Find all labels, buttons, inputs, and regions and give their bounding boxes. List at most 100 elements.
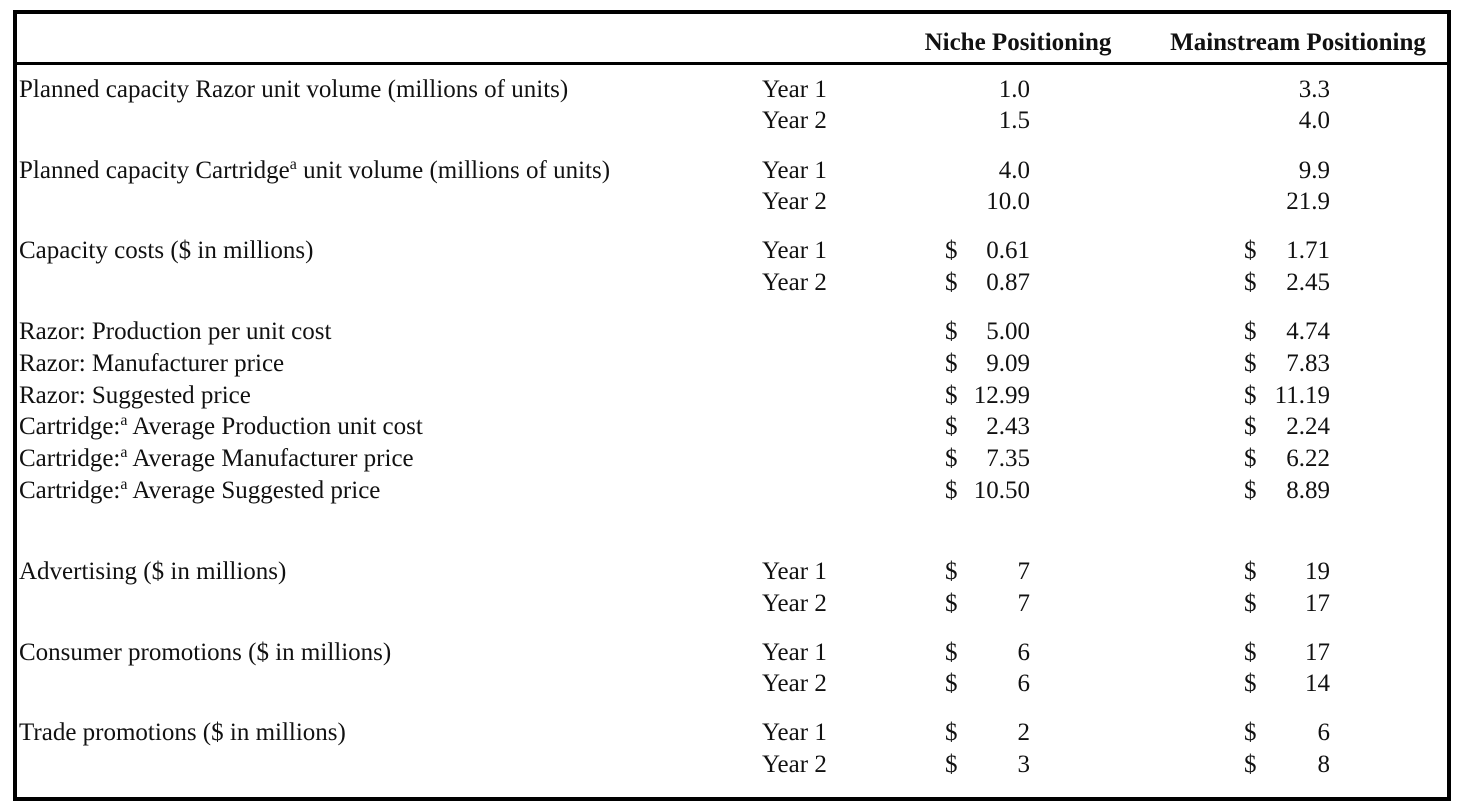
currency: $ [945,350,958,377]
row-label: Razor: Manufacturer price [19,349,284,379]
amount: 6 [1317,719,1331,746]
currency: $ [1244,269,1257,296]
amount: 1.5 [998,107,1030,134]
row-label: Trade promotions ($ in millions) [19,718,346,748]
amount: 19 [1305,558,1330,585]
amount: 17 [1305,590,1330,617]
table-border [13,10,1451,801]
amount: 8 [1317,751,1331,778]
amount: 9.09 [986,350,1030,377]
footnote-mark: a [120,412,128,429]
currency: $ [1244,413,1257,440]
amount: 8.89 [1286,477,1330,504]
label-text: Consumer promotions ($ in millions) [19,639,392,666]
label-text: Planned capacity Razor unit volume (mill… [19,76,569,103]
row-label: Advertising ($ in millions) [19,557,286,587]
row-label: Planned capacity Cartridgea unit volume … [19,156,610,186]
row-label: Razor: Production per unit cost [19,317,331,347]
currency: $ [1244,639,1257,666]
currency: $ [1244,751,1257,778]
currency: $ [945,558,958,585]
row-label: Cartridge:a Average Suggested price [19,476,380,506]
amount: 4.0 [998,157,1030,184]
amount: 12.99 [973,382,1030,409]
label-text: Razor: Production per unit cost [19,318,332,345]
amount: 4.0 [1298,107,1330,134]
currency: $ [945,237,958,264]
amount: 14 [1305,670,1330,697]
period: Year 1 [762,76,827,103]
amount: 0.87 [986,269,1030,296]
row-label: Cartridge:a Average Production unit cost [19,412,423,442]
footnote-mark: a [289,156,297,173]
amount: 6 [1017,639,1031,666]
amount: 5.00 [986,318,1030,345]
amount: 6 [1017,670,1031,697]
label-text: Razor: Manufacturer price [19,350,285,377]
row-label: Cartridge:a Average Manufacturer price [19,444,414,474]
currency: $ [945,269,958,296]
period: Year 2 [762,188,827,215]
header-rule [15,62,1447,65]
currency: $ [1244,719,1257,746]
period: Year 2 [762,670,827,697]
currency: $ [945,445,958,472]
amount: 0.61 [986,237,1030,264]
currency: $ [1244,237,1257,264]
label-text: Razor: Suggested price [19,382,251,409]
amount: 11.19 [1274,382,1330,409]
currency: $ [1244,318,1257,345]
currency: $ [945,477,958,504]
row-label: Capacity costs ($ in millions) [19,236,313,266]
currency: $ [1244,477,1257,504]
column-header: Niche Positioning [924,29,1112,56]
amount: 1.0 [998,76,1030,103]
row-label: Razor: Suggested price [19,381,251,411]
amount: 7.83 [1286,350,1330,377]
amount: 7 [1017,590,1031,617]
period: Year 1 [762,237,827,264]
period: Year 1 [762,558,827,585]
row-label: Consumer promotions ($ in millions) [19,638,391,668]
amount: 6.22 [1286,445,1330,472]
label-text: Trade promotions ($ in millions) [19,719,346,746]
label-text: Planned capacity Cartridge [19,157,290,184]
currency: $ [945,670,958,697]
amount: 3.3 [1298,76,1330,103]
period: Year 2 [762,751,827,778]
amount: 21.9 [1286,188,1330,215]
label-text: Cartridge: [19,413,121,440]
currency: $ [1244,558,1257,585]
currency: $ [945,751,958,778]
currency: $ [945,382,958,409]
amount: 10.50 [973,477,1030,504]
label-text: Cartridge: [19,445,121,472]
period: Year 2 [762,269,827,296]
amount: 17 [1305,639,1330,666]
label-text: Advertising ($ in millions) [19,558,287,585]
period: Year 1 [762,639,827,666]
currency: $ [945,318,958,345]
currency: $ [1244,350,1257,377]
amount: 10.0 [986,188,1030,215]
period: Year 2 [762,590,827,617]
footnote-mark: a [120,476,128,493]
amount: 3 [1017,751,1031,778]
amount: 7.35 [986,445,1030,472]
amount: 9.9 [1298,157,1330,184]
currency: $ [1244,670,1257,697]
footnote-mark: a [120,444,128,461]
currency: $ [1244,382,1257,409]
label-text: Cartridge: [19,477,121,504]
column-header: Mainstream Positioning [1170,29,1426,56]
period: Year 1 [762,719,827,746]
amount: 2.43 [986,413,1030,440]
period: Year 1 [762,157,827,184]
currency: $ [945,413,958,440]
label-text: Average Production unit cost [127,413,423,440]
amount: 2 [1017,719,1031,746]
amount: 2.24 [1286,413,1330,440]
amount: 7 [1017,558,1031,585]
row-label: Planned capacity Razor unit volume (mill… [19,75,568,105]
